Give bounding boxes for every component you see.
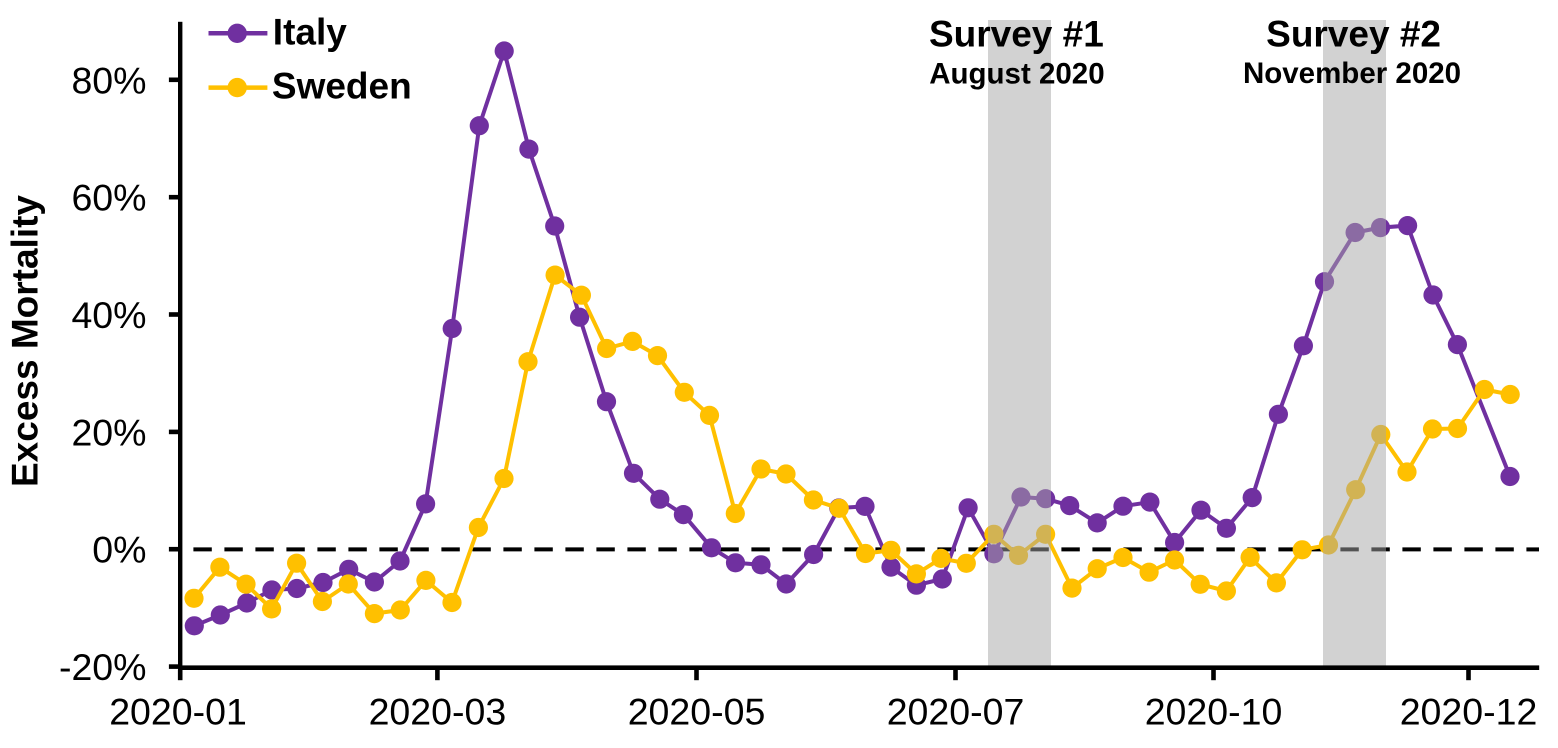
svg-text:20%: 20% [71, 411, 146, 453]
svg-text:80%: 80% [71, 59, 146, 101]
svg-text:August 2020: August 2020 [929, 58, 1104, 91]
svg-text:60%: 60% [71, 177, 146, 219]
svg-text:2020-07: 2020-07 [887, 690, 1025, 732]
svg-text:Excess Mortality: Excess Mortality [5, 195, 46, 487]
svg-text:Survey #2: Survey #2 [1266, 14, 1441, 55]
svg-text:Italy: Italy [273, 11, 347, 52]
svg-text:Survey #1: Survey #1 [929, 14, 1104, 55]
svg-text:2020-03: 2020-03 [369, 690, 507, 732]
svg-text:0%: 0% [92, 529, 146, 571]
svg-text:2020-05: 2020-05 [628, 690, 766, 732]
svg-text:2020-12: 2020-12 [1400, 690, 1538, 732]
svg-text:November 2020: November 2020 [1243, 57, 1461, 90]
svg-text:2020-01: 2020-01 [109, 690, 247, 732]
svg-text:-20%: -20% [59, 646, 147, 688]
svg-text:2020-10: 2020-10 [1145, 690, 1283, 732]
svg-text:Sweden: Sweden [272, 66, 412, 107]
svg-text:40%: 40% [71, 294, 146, 336]
